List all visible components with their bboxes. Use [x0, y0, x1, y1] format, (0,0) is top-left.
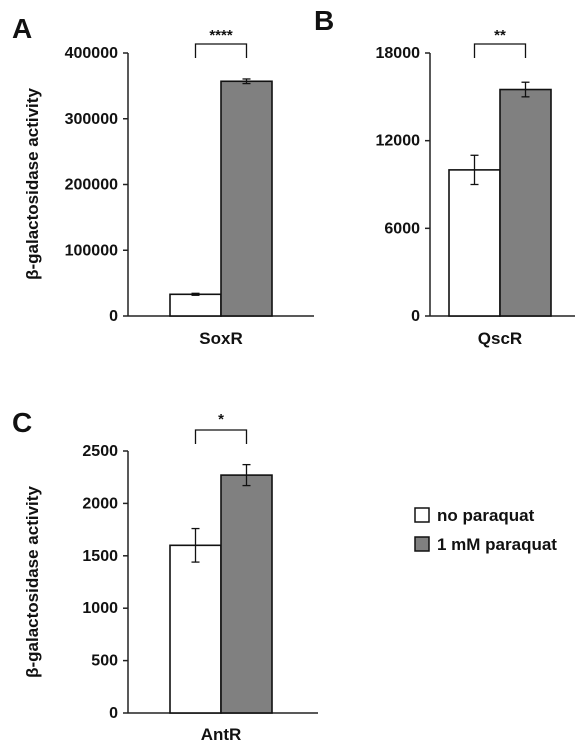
significance-bracket	[194, 43, 248, 58]
significance-stars: **	[494, 27, 506, 44]
bar-paraquat	[220, 474, 273, 714]
panel-A: A 0 100000 200000 300000 400000 β-galactosidas…	[12, 13, 314, 348]
bar-no-paraquat	[169, 293, 222, 317]
y-tick-label: 100000	[65, 242, 118, 259]
panel-letter: A	[12, 13, 32, 44]
panel-letter: C	[12, 407, 32, 438]
category-label: SoxR	[199, 329, 242, 348]
bar-no-paraquat	[169, 544, 222, 714]
y-tick-label: 300000	[65, 111, 118, 128]
y-tick-label: 0	[411, 308, 420, 325]
y-tick-label: 6000	[384, 220, 420, 237]
y-tick-label: 12000	[376, 133, 421, 150]
significance-bracket	[473, 43, 527, 58]
y-axis-label: β-galactosidase activity	[23, 486, 42, 678]
legend: no paraquat 1 mM paraquat	[414, 506, 557, 554]
bar-paraquat	[220, 80, 273, 317]
y-tick-label: 2500	[82, 443, 118, 460]
y-tick-label: 500	[91, 653, 118, 670]
legend-swatch-no-paraquat	[414, 507, 430, 523]
legend-swatch-paraquat	[414, 536, 430, 552]
bar-paraquat	[499, 88, 552, 317]
y-tick-label: 0	[109, 705, 118, 722]
panel-B: B 0 6000 12000 18000 QscR **	[314, 5, 575, 348]
category-label: QscR	[478, 329, 522, 348]
y-tick-label: 18000	[376, 45, 421, 62]
significance-stars: ****	[209, 27, 233, 44]
y-tick-label: 1500	[82, 548, 118, 565]
legend-label: 1 mM paraquat	[437, 535, 557, 554]
category-label: AntR	[201, 725, 242, 743]
y-tick-label: 2000	[82, 495, 118, 512]
panel-C: C 0 500 1000 1500 2000 2500 β-galactosidase act…	[12, 407, 318, 743]
legend-label: no paraquat	[437, 506, 535, 525]
y-axis-label: β-galactosidase activity	[23, 88, 42, 280]
bar-no-paraquat	[448, 169, 501, 317]
significance-bracket	[194, 429, 248, 444]
significance-stars: *	[218, 411, 224, 428]
y-tick-label: 1000	[82, 600, 118, 617]
panel-letter: B	[314, 5, 334, 36]
y-tick-label: 0	[109, 308, 118, 325]
y-tick-label: 400000	[65, 45, 118, 62]
y-tick-label: 200000	[65, 177, 118, 194]
